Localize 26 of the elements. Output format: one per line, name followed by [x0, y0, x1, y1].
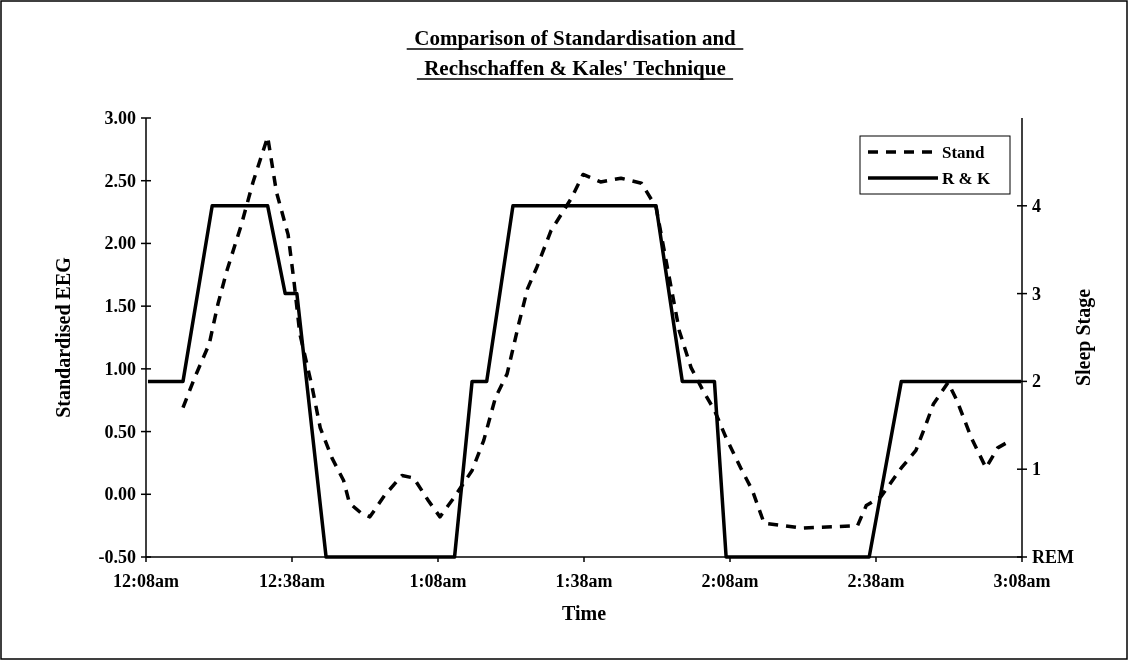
y2-tick-label: 3: [1032, 283, 1041, 304]
x-tick-label: 3:08am: [993, 571, 1051, 591]
y2-tick-label: 4: [1032, 195, 1041, 216]
y-axis-title: Standardised EEG: [52, 256, 74, 418]
x-tick-label: 2:38am: [847, 571, 905, 591]
legend-label: Stand: [942, 143, 986, 162]
x-tick-label: 1:38am: [555, 571, 613, 591]
x-tick-label: 1:08am: [409, 571, 467, 591]
y-tick-label: -0.50: [98, 547, 136, 567]
y2-tick-label: 1: [1032, 459, 1041, 480]
y-tick-label: 2.50: [104, 170, 136, 191]
y-tick-label: 2.00: [104, 233, 136, 254]
y-tick-label: 0.00: [104, 484, 136, 505]
x-tick-label: 12:38am: [259, 571, 325, 591]
y2-axis-title: Sleep Stage: [1072, 288, 1095, 387]
legend-label: R & K: [942, 169, 991, 188]
x-tick-label: 12:08am: [113, 571, 179, 591]
y2-tick-label: 2: [1032, 371, 1041, 392]
x-tick-label: 2:08am: [701, 571, 759, 591]
chart-title: Comparison of Standardisation and Rechschaffen & Kales' Technique: [414, 26, 737, 80]
y2-tick-label: REM: [1032, 547, 1074, 567]
y-tick-label: 3.00: [104, 108, 136, 128]
y-tick-label: 0.50: [104, 421, 136, 442]
y-tick-label: 1.50: [104, 296, 136, 317]
x-axis-title: Time: [561, 602, 607, 624]
y-tick-label: 1.00: [104, 358, 136, 379]
